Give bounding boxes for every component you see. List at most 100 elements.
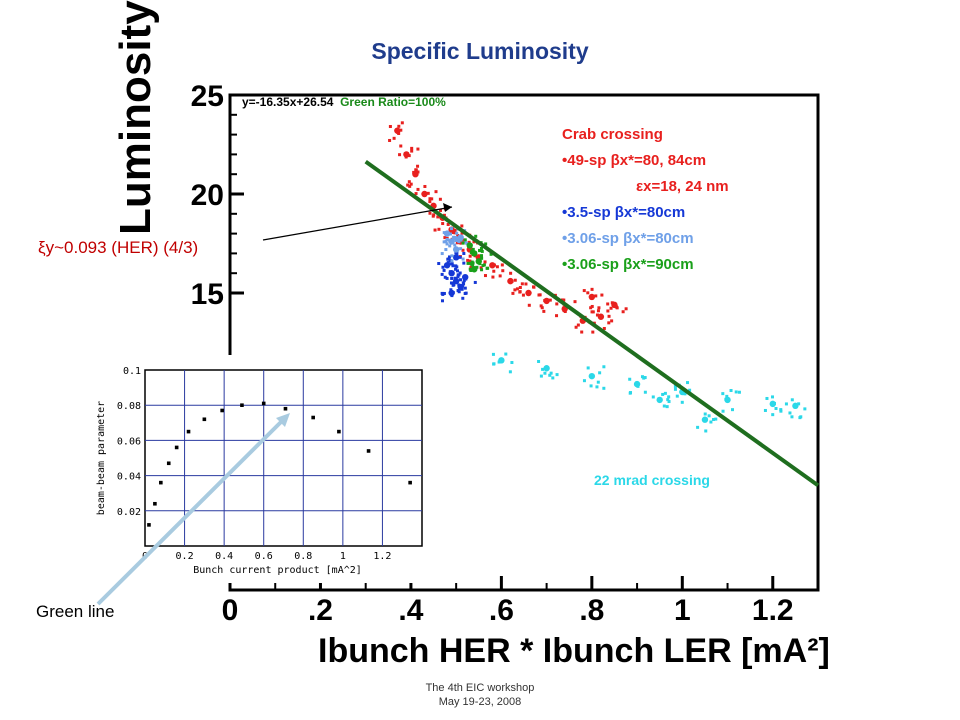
inset-data-point [202,417,207,422]
data-point-scatter [576,323,580,327]
data-point-scatter [479,246,483,250]
data-point-scatter [543,299,547,303]
data-point-scatter [466,258,470,262]
data-point-scatter [398,153,402,157]
data-point-scatter [431,214,435,218]
data-point-scatter [471,263,475,267]
data-point-scatter [636,384,640,388]
main-axes: 0.2.4.6.811.215202500.20.40.60.811.20.02… [93,80,820,627]
data-point-scatter [455,236,459,240]
data-point-scatter [731,408,735,412]
data-point-scatter [606,302,610,306]
data-point-scatter [416,187,420,191]
data-point-scatter [665,405,669,409]
data-point-scatter [513,288,517,292]
data-point-scatter [597,306,601,310]
data-point-scatter [434,190,438,194]
x-tick-label: .4 [398,594,423,627]
main-plot-frame [228,93,820,592]
data-point-scatter [484,242,488,246]
data-point-scatter [453,231,457,235]
data-point-scatter [464,277,468,281]
data-point-scatter [686,381,690,385]
data-point-scatter [683,392,687,396]
data-point-scatter [737,390,741,394]
data-point-scatter [508,370,512,374]
data-point-scatter [448,244,452,248]
data-point-scatter [453,243,457,247]
data-point-scatter [441,292,445,296]
green-line-pointer [96,418,285,606]
data-point-scatter [524,282,528,286]
data-point-scatter [610,319,614,323]
data-point-scatter [555,302,559,306]
data-point-scatter [469,268,473,272]
data-point-scatter [799,415,803,419]
data-point-scatter [591,330,595,334]
data-point-scatter [714,417,718,421]
inset-x-tick-label: 1 [340,551,346,562]
data-point-scatter [397,124,401,128]
data-point-scatter [459,278,463,282]
data-point-scatter [510,361,514,365]
data-point-scatter [666,398,670,402]
footer-line-2: May 19-23, 2008 [438,696,522,708]
data-point-scatter [456,289,460,293]
data-point-scatter [607,321,611,325]
data-point-scatter [629,391,633,395]
data-point-scatter [606,309,610,313]
data-point-scatter [446,222,450,226]
data-point-scatter [449,227,453,231]
data-point-scatter [779,408,783,412]
data-point-scatter [450,254,454,258]
data-point-scatter [663,391,667,395]
data-point-scatter [462,282,466,286]
inset-data-point [261,401,266,406]
data-point-scatter [595,313,599,317]
data-point-scatter [734,390,738,394]
annotation-lines [96,203,453,606]
crossing-label: 22 mrad crossing [594,472,710,488]
data-point-scatter [489,252,493,256]
data-point-scatter [504,352,508,356]
data-point-scatter [551,376,555,380]
data-point-scatter [458,255,462,259]
data-point-scatter [448,232,452,236]
data-point-scatter [461,257,465,261]
data-point-scatter [464,291,468,295]
inset-background [93,355,431,583]
data-point-scatter [518,286,522,290]
legend-title: Crab crossing [562,126,663,143]
data-point-scatter [441,222,445,226]
data-point-scatter [491,352,495,356]
data-point-scatter [765,396,769,400]
data-point-scatter [467,240,471,244]
data-point-scatter [461,241,465,245]
data-point-scatter [416,164,420,168]
data-point-scatter [615,305,619,309]
data-point-scatter [515,287,519,291]
data-point-scatter [501,269,505,273]
data-point-scatter [539,374,543,378]
data-point-scatter [574,325,578,329]
data-point-scatter [573,300,577,304]
data-point-scatter [442,240,446,244]
data-point-scatter [407,180,411,184]
data-point-scatter [451,264,455,268]
inset-x-tick-label: 0.2 [176,551,194,562]
data-point-scatter [803,407,807,411]
y-tick-label: 25 [191,80,224,113]
data-point-scatter [408,184,412,188]
y-tick-label: 20 [191,179,224,212]
data-point-scatter [445,238,449,242]
data-point-scatter [596,309,600,313]
y-tick-label: 15 [191,278,224,311]
data-point-scatter [673,384,677,388]
data-point-scatter [449,288,453,292]
data-point-scatter [409,182,413,186]
data-point-scatter [642,376,646,380]
data-point-scatter [455,269,459,273]
data-point-scatter [797,402,801,406]
data-point-scatter [463,240,467,244]
x-tick-label: 0 [222,594,239,627]
